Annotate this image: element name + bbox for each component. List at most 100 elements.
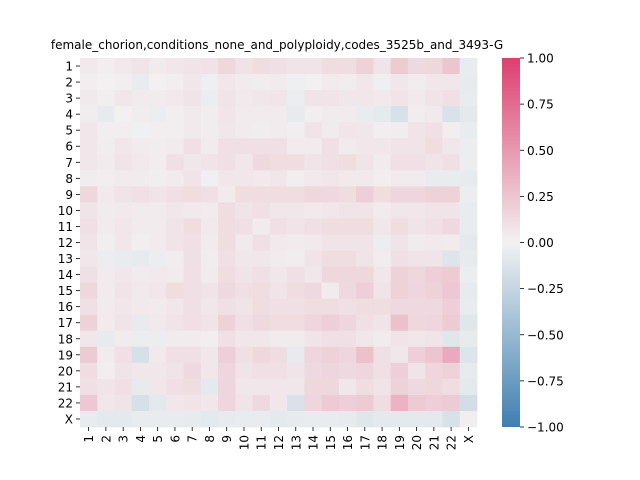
x-tick-label: 8: [203, 435, 217, 443]
heatmap-cell: [235, 330, 254, 348]
heatmap-cell: [183, 298, 202, 316]
heatmap-cell: [97, 330, 115, 348]
heatmap-cell: [373, 330, 392, 348]
heatmap-cell: [407, 346, 426, 364]
heatmap-cell: [425, 122, 443, 139]
heatmap-cell: [425, 90, 443, 107]
heatmap-cell: [356, 282, 374, 300]
heatmap-cell: [304, 410, 323, 428]
heatmap-cell: [338, 250, 357, 267]
heatmap-cell: [97, 170, 115, 187]
heatmap-cell: [304, 170, 323, 187]
heatmap-cell: [149, 218, 167, 235]
heatmap-cell: [166, 154, 184, 171]
heatmap-cell: [407, 106, 426, 123]
y-tick-label: 18: [58, 332, 73, 346]
heatmap-cell: [338, 106, 357, 123]
heatmap-cell: [218, 394, 236, 412]
heatmap-cell: [304, 202, 323, 219]
heatmap-cell: [407, 282, 426, 300]
heatmap-cell: [390, 106, 409, 123]
heatmap-cell: [287, 218, 305, 235]
heatmap-cell: [252, 410, 271, 428]
heatmap-cell: [200, 90, 219, 107]
heatmap-cell: [269, 74, 288, 91]
heatmap-cell: [97, 394, 115, 412]
heatmap-cell: [338, 74, 357, 91]
heatmap-cell: [80, 394, 98, 412]
heatmap-cell: [252, 122, 271, 139]
heatmap-cell: [459, 106, 478, 123]
heatmap-cell: [183, 314, 202, 332]
x-tick-label: 16: [341, 435, 355, 450]
heatmap-cell: [183, 346, 202, 364]
heatmap-cell: [269, 202, 288, 219]
heatmap-cell: [235, 202, 254, 219]
heatmap-cell: [304, 378, 323, 396]
heatmap-cell: [200, 234, 219, 251]
heatmap-cell: [183, 170, 202, 187]
heatmap-cell: [252, 234, 271, 251]
heatmap-cell: [183, 394, 202, 412]
heatmap-cell: [373, 138, 392, 155]
heatmap-cell: [442, 58, 461, 75]
y-tick-label: 20: [58, 364, 73, 378]
heatmap-cell: [304, 266, 323, 284]
heatmap-cell: [287, 298, 305, 316]
heatmap-cell: [373, 314, 392, 332]
heatmap-cell: [356, 90, 374, 107]
heatmap-cell: [304, 362, 323, 380]
heatmap-cell: [252, 74, 271, 91]
heatmap-cell: [269, 154, 288, 171]
heatmap-cell: [218, 58, 236, 75]
heatmap-cell: [390, 154, 409, 171]
heatmap-cell: [425, 298, 443, 316]
heatmap-cell: [304, 106, 323, 123]
heatmap-cell: [149, 138, 167, 155]
heatmap-cell: [373, 410, 392, 428]
heatmap-cell: [425, 378, 443, 396]
heatmap-cell: [235, 234, 254, 251]
y-tick-label: 22: [58, 396, 73, 410]
heatmap-cell: [131, 394, 150, 412]
colorbar-tick-label: 0.75: [527, 98, 554, 112]
heatmap-cell: [304, 234, 323, 251]
heatmap-cell: [425, 218, 443, 235]
heatmap-cell: [252, 138, 271, 155]
x-tick-label: 14: [307, 435, 321, 450]
heatmap-cell: [200, 410, 219, 428]
heatmap-cell: [252, 330, 271, 348]
heatmap-cell: [390, 330, 409, 348]
heatmap-cell: [442, 266, 461, 284]
x-tick-label: 3: [117, 435, 131, 443]
heatmap-cell: [80, 346, 98, 364]
heatmap-cell: [166, 378, 184, 396]
heatmap-cell: [425, 138, 443, 155]
x-tick-label: 9: [220, 435, 234, 443]
heatmap-cell: [80, 234, 98, 251]
heatmap-cell: [235, 378, 254, 396]
heatmap-cell: [114, 314, 133, 332]
y-tick-label: 17: [58, 316, 73, 330]
heatmap-cell: [304, 282, 323, 300]
heatmap-cell: [235, 346, 254, 364]
heatmap-cell: [131, 362, 150, 380]
heatmap-cell: [442, 122, 461, 139]
heatmap-cell: [338, 234, 357, 251]
heatmap-cell: [321, 74, 340, 91]
heatmap-cell: [131, 202, 150, 219]
heatmap-cell: [80, 90, 98, 107]
heatmap-cell: [114, 298, 133, 316]
heatmap-cell: [149, 378, 167, 396]
heatmap-cell: [390, 202, 409, 219]
heatmap-cell: [97, 218, 115, 235]
heatmap-cell: [80, 106, 98, 123]
heatmap-cell: [235, 154, 254, 171]
heatmap-cell: [304, 138, 323, 155]
y-tick-label: 14: [58, 268, 73, 282]
heatmap-cell: [373, 58, 392, 75]
heatmap-cell: [235, 314, 254, 332]
y-tick-label: 19: [58, 348, 73, 362]
heatmap-cell: [269, 186, 288, 203]
